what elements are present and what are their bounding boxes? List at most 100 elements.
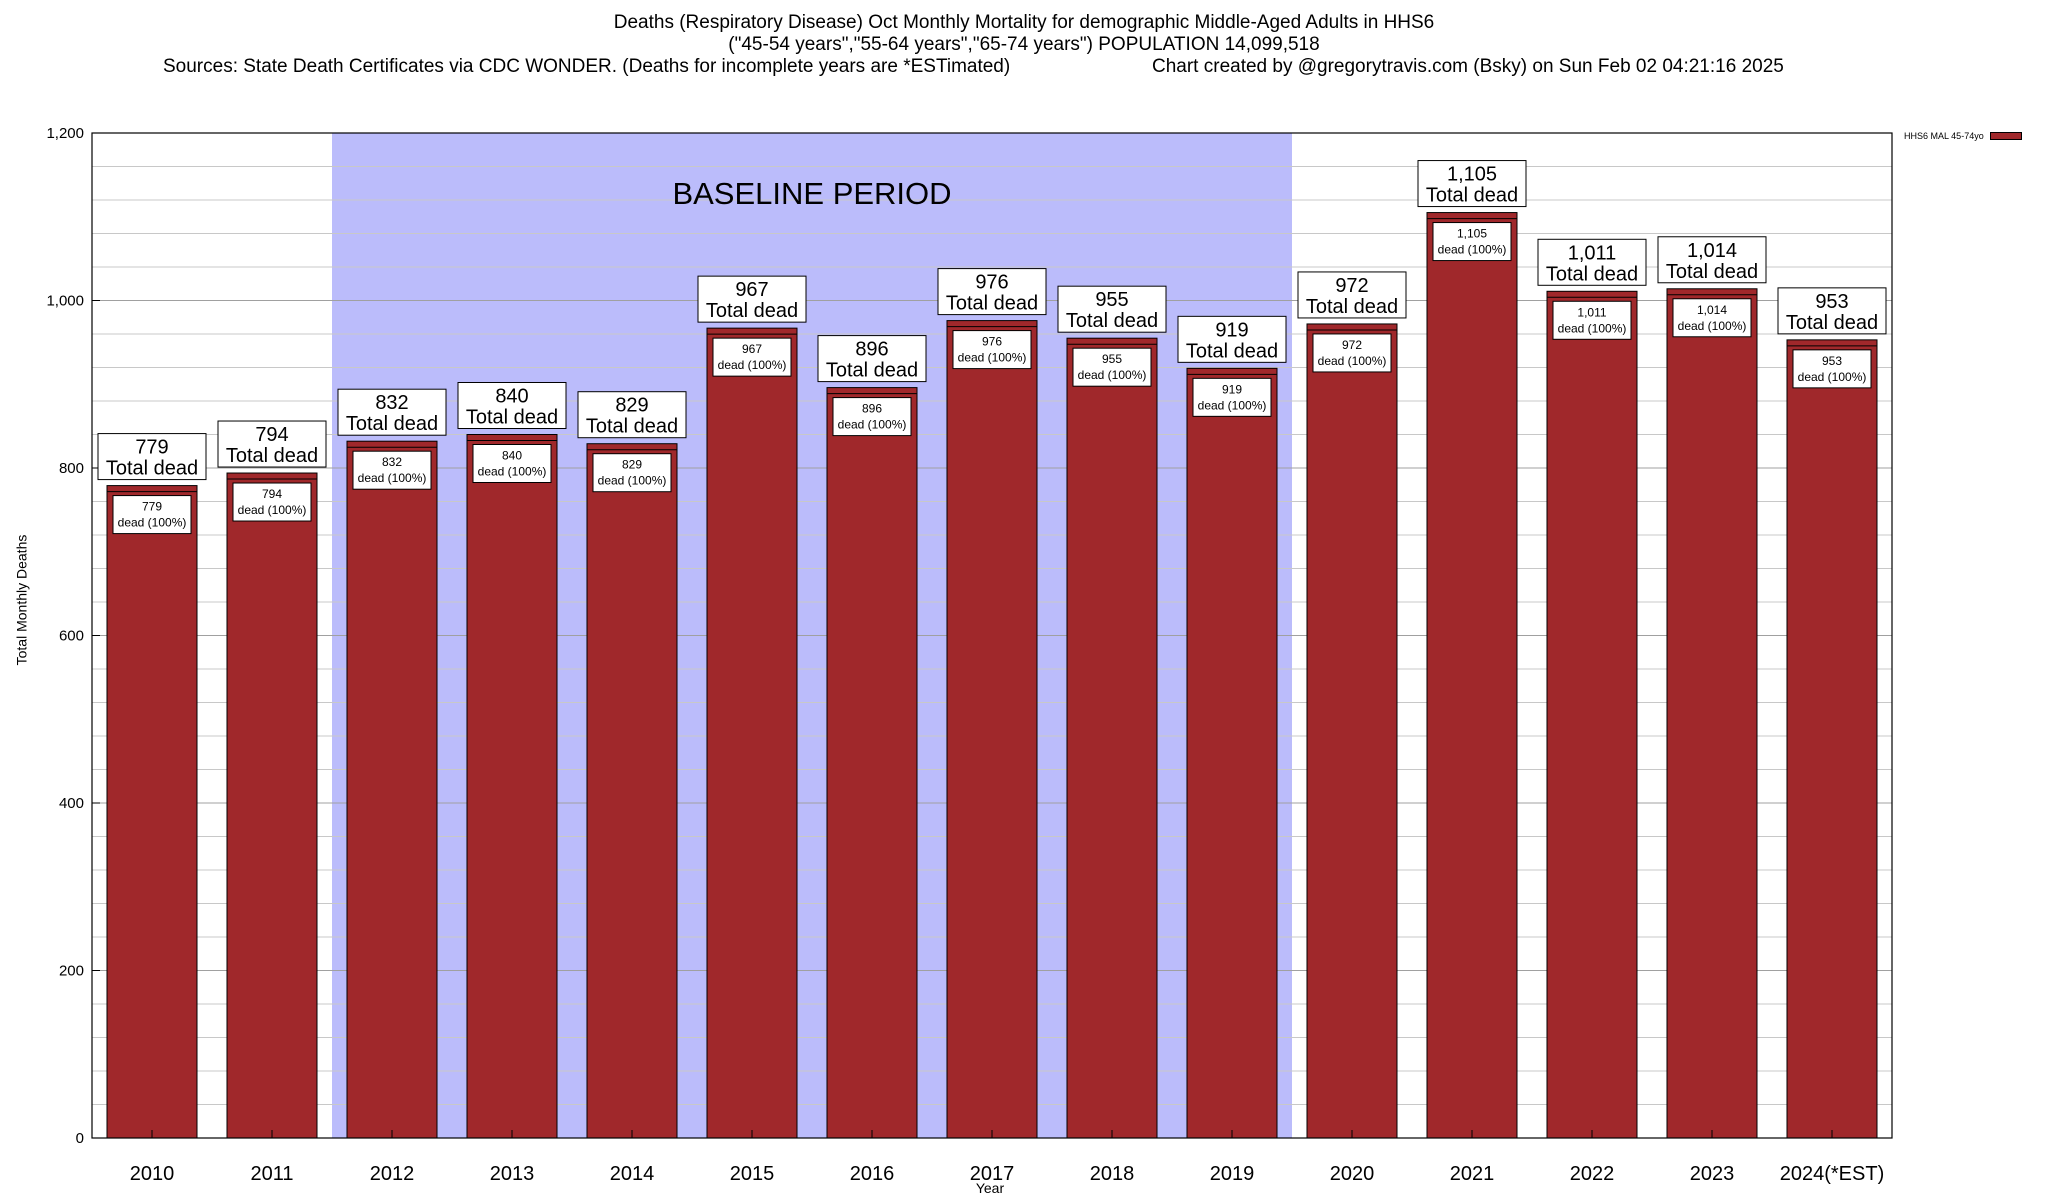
top-value-label: 1,014 bbox=[1687, 240, 1737, 262]
inner-value-label: 840 bbox=[502, 449, 522, 463]
chart-subtitle: ("45-54 years","55-64 years","65-74 year… bbox=[728, 34, 1320, 55]
top-total-label: Total dead bbox=[106, 458, 198, 480]
top-label-box bbox=[697, 275, 807, 323]
inner-label-box bbox=[1192, 377, 1272, 417]
top-label-box bbox=[97, 433, 207, 481]
top-total-label: Total dead bbox=[586, 416, 678, 438]
top-value-label: 919 bbox=[1215, 319, 1248, 341]
inner-label-box bbox=[1312, 333, 1392, 373]
y-tick-label: 0 bbox=[76, 1130, 84, 1147]
inner-value-label: 972 bbox=[1342, 338, 1362, 352]
inner-value-label: 779 bbox=[142, 500, 162, 514]
x-axis-label: Year bbox=[975, 1180, 1005, 1196]
inner-percent-label: dead (100%) bbox=[238, 503, 307, 517]
inner-label-box bbox=[1672, 298, 1752, 338]
x-tick-label: 2015 bbox=[730, 1163, 775, 1185]
top-total-label: Total dead bbox=[1786, 312, 1878, 334]
top-value-label: 779 bbox=[135, 437, 168, 459]
bar bbox=[1426, 212, 1518, 1139]
plot-frame bbox=[91, 132, 1893, 1139]
top-total-label: Total dead bbox=[346, 413, 438, 435]
credit-text: Chart created by @gregorytravis.com (Bsk… bbox=[1152, 56, 1784, 77]
inner-percent-label: dead (100%) bbox=[598, 474, 667, 488]
top-label-box bbox=[1537, 238, 1647, 286]
x-tick-label: 2011 bbox=[250, 1163, 293, 1185]
x-tick-label: 2019 bbox=[1210, 1163, 1255, 1185]
x-tick-label: 2024(*EST) bbox=[1780, 1163, 1885, 1185]
inner-label-box bbox=[832, 397, 912, 437]
bar bbox=[106, 485, 198, 1139]
top-value-label: 1,011 bbox=[1568, 242, 1617, 264]
inner-percent-label: dead (100%) bbox=[838, 418, 907, 432]
bar bbox=[1066, 337, 1158, 1139]
top-total-label: Total dead bbox=[826, 360, 918, 382]
top-value-label: 840 bbox=[495, 386, 528, 408]
bar bbox=[706, 327, 798, 1139]
legend-label: HHS6 MAL 45-74yo bbox=[1904, 131, 1984, 141]
inner-label-box bbox=[592, 453, 672, 493]
inner-label-box bbox=[352, 450, 432, 490]
top-value-label: 896 bbox=[855, 339, 888, 361]
top-total-label: Total dead bbox=[1546, 263, 1638, 285]
inner-percent-label: dead (100%) bbox=[958, 351, 1027, 365]
top-value-label: 829 bbox=[615, 395, 648, 417]
top-value-label: 967 bbox=[735, 279, 768, 301]
inner-value-label: 953 bbox=[1822, 354, 1842, 368]
chart-title-block: Deaths (Respiratory Disease) Oct Monthly… bbox=[0, 12, 2048, 56]
top-label-box bbox=[1417, 160, 1527, 208]
x-tick-label: 2018 bbox=[1090, 1163, 1135, 1185]
inner-percent-label: dead (100%) bbox=[1198, 398, 1267, 412]
x-tick-label: 2022 bbox=[1570, 1163, 1615, 1185]
inner-value-label: 794 bbox=[262, 487, 282, 501]
inner-percent-label: dead (100%) bbox=[1798, 370, 1867, 384]
top-total-label: Total dead bbox=[946, 293, 1038, 315]
x-tick-label: 2013 bbox=[490, 1163, 535, 1185]
top-value-label: 953 bbox=[1815, 291, 1848, 313]
x-tick-label: 2012 bbox=[370, 1163, 415, 1185]
x-tick-label: 2014 bbox=[610, 1163, 655, 1185]
top-label-box bbox=[337, 388, 447, 436]
top-total-label: Total dead bbox=[1306, 296, 1398, 318]
legend: HHS6 MAL 45-74yo bbox=[1904, 131, 2022, 141]
x-tick-label: 2020 bbox=[1330, 1163, 1375, 1185]
inner-percent-label: dead (100%) bbox=[1318, 354, 1387, 368]
inner-percent-label: dead (100%) bbox=[358, 471, 427, 485]
top-value-label: 794 bbox=[255, 424, 288, 446]
sources-text: Sources: State Death Certificates via CD… bbox=[163, 56, 1011, 77]
inner-value-label: 919 bbox=[1222, 382, 1242, 396]
inner-value-label: 967 bbox=[742, 342, 762, 356]
inner-label-box bbox=[1552, 300, 1632, 340]
top-total-label: Total dead bbox=[1426, 185, 1518, 207]
top-label-box bbox=[1777, 287, 1887, 335]
inner-value-label: 896 bbox=[862, 402, 882, 416]
bar bbox=[946, 320, 1038, 1139]
inner-label-box bbox=[1072, 347, 1152, 387]
top-label-box bbox=[1297, 271, 1407, 319]
baseline-label: BASELINE PERIOD bbox=[672, 176, 951, 211]
y-axis-label: Total Monthly Deaths bbox=[13, 534, 30, 666]
bar bbox=[586, 443, 678, 1139]
top-value-label: 976 bbox=[975, 272, 1008, 294]
inner-percent-label: dead (100%) bbox=[1678, 319, 1747, 333]
inner-percent-label: dead (100%) bbox=[1078, 368, 1147, 382]
y-tick-label: 400 bbox=[59, 795, 84, 812]
inner-label-box bbox=[112, 495, 192, 535]
x-tick-label: 2023 bbox=[1690, 1163, 1735, 1185]
top-label-box bbox=[937, 268, 1047, 316]
inner-value-label: 1,105 bbox=[1457, 227, 1487, 241]
top-label-box bbox=[1057, 285, 1167, 333]
x-tick-label: 2010 bbox=[130, 1163, 175, 1185]
inner-value-label: 829 bbox=[622, 458, 642, 472]
inner-value-label: 1,011 bbox=[1577, 305, 1606, 319]
bar bbox=[346, 440, 438, 1139]
top-label-box bbox=[217, 420, 327, 468]
inner-label-box bbox=[712, 337, 792, 377]
inner-label-box bbox=[232, 482, 312, 522]
top-value-label: 832 bbox=[375, 392, 408, 414]
bar bbox=[1306, 323, 1398, 1139]
x-tick-label: 2017 bbox=[970, 1163, 1015, 1185]
bar bbox=[1186, 367, 1278, 1139]
top-total-label: Total dead bbox=[1066, 310, 1158, 332]
bar bbox=[1666, 288, 1758, 1139]
